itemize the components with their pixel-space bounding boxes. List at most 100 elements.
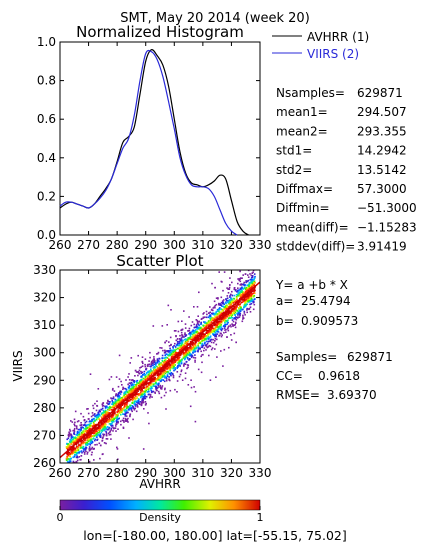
scatter-point	[237, 287, 239, 289]
scatter-point	[131, 410, 133, 413]
scatter-point	[162, 374, 164, 376]
scatter-point	[213, 306, 216, 308]
scatter-point	[181, 341, 184, 344]
scatter-point	[167, 351, 170, 353]
scatter-point	[219, 317, 222, 319]
scatter-point	[215, 331, 217, 333]
scatter-point	[124, 396, 127, 398]
histogram-ticks	[59, 41, 261, 236]
scatter-point	[244, 296, 246, 299]
scatter-point	[226, 321, 228, 323]
scatter-point	[74, 468, 76, 470]
scatter-point	[135, 385, 138, 387]
scatter-point	[116, 446, 118, 449]
scatter-point	[189, 346, 192, 348]
scatter-point	[227, 321, 229, 324]
scatter-point	[186, 353, 189, 355]
scatter-point	[89, 444, 92, 446]
scatter-point	[162, 372, 164, 374]
scatter-point	[178, 375, 181, 378]
scatter-point	[157, 351, 160, 354]
scatter-point	[94, 402, 96, 405]
scatter-point	[233, 287, 236, 289]
scatter-point	[188, 316, 190, 318]
scatter-point	[76, 455, 78, 457]
scatter-point	[195, 338, 197, 340]
scatter-point	[233, 294, 236, 297]
scatter-point	[230, 297, 233, 300]
scatter-point	[77, 436, 79, 438]
scatter-point	[187, 384, 190, 386]
scatter-point	[138, 369, 141, 372]
scatter-point	[86, 439, 88, 441]
scatter-point	[70, 420, 72, 422]
scatter-point	[187, 354, 189, 356]
scatter-point	[96, 405, 99, 407]
scatter-point	[78, 437, 81, 439]
scatter-point	[247, 276, 250, 278]
scatter-point	[77, 433, 79, 436]
scatter-point	[218, 271, 220, 273]
scatter-point	[146, 385, 149, 388]
scatter-point	[218, 314, 221, 317]
scatter-point	[148, 390, 150, 393]
scatter-point	[85, 437, 88, 439]
scatter-point	[175, 335, 177, 337]
scatter-point	[227, 329, 230, 332]
scatter-point	[166, 357, 168, 359]
scatter-point	[80, 445, 82, 448]
scatter-point	[250, 297, 252, 299]
scatter-point	[115, 430, 117, 432]
scatter-point	[137, 354, 139, 357]
scatter-x-tick-labels: 260 270 280 290 300 310 320 330	[49, 466, 272, 480]
scatter-point	[233, 298, 235, 300]
scatter-point	[235, 289, 237, 291]
scatter-point	[143, 408, 145, 410]
scatter-point	[98, 425, 100, 427]
scatter-point	[149, 395, 152, 398]
scatter-point	[80, 412, 82, 415]
scatter-point	[144, 358, 147, 360]
scatter-point	[180, 339, 183, 341]
scatter-point	[80, 442, 83, 444]
scatter-point	[176, 338, 179, 340]
scatter-point	[154, 359, 156, 362]
samples-label: Samples=	[276, 350, 337, 364]
scatter-point	[205, 335, 207, 337]
scatter-point	[105, 427, 107, 430]
scatter-point	[215, 325, 217, 328]
scatter-point	[90, 453, 93, 456]
scatter-point	[197, 326, 200, 329]
scatter-point	[67, 461, 70, 463]
scatter-point	[204, 334, 206, 336]
scatter-point	[174, 352, 176, 354]
scatter-point	[90, 437, 92, 440]
scatter-point	[223, 325, 225, 328]
scatter-point	[180, 341, 183, 343]
scatter-point	[74, 441, 77, 444]
scatter-point	[170, 353, 173, 355]
scatter-point	[211, 347, 214, 349]
scatter-point	[102, 433, 104, 436]
scatter-point	[252, 294, 254, 297]
scatter-point	[108, 419, 110, 422]
scatter-point	[156, 358, 159, 361]
scatter-point	[144, 397, 147, 400]
scatter-point	[172, 353, 175, 356]
scatter-point	[240, 292, 242, 295]
scatter-point	[81, 447, 84, 450]
scatter-point	[121, 419, 124, 422]
scatter-point	[185, 343, 188, 346]
scatter-point	[186, 338, 189, 341]
scatter-point	[80, 427, 83, 429]
colorbar-max-label: 1	[257, 511, 264, 524]
scatter-point	[146, 371, 148, 374]
scatter-point	[239, 296, 242, 299]
scatter-point	[226, 307, 228, 309]
scatter-point	[233, 307, 235, 309]
scatter-point	[234, 326, 237, 329]
scatter-point	[88, 460, 91, 463]
scatter-point	[179, 365, 181, 367]
scatter-point	[181, 346, 183, 349]
